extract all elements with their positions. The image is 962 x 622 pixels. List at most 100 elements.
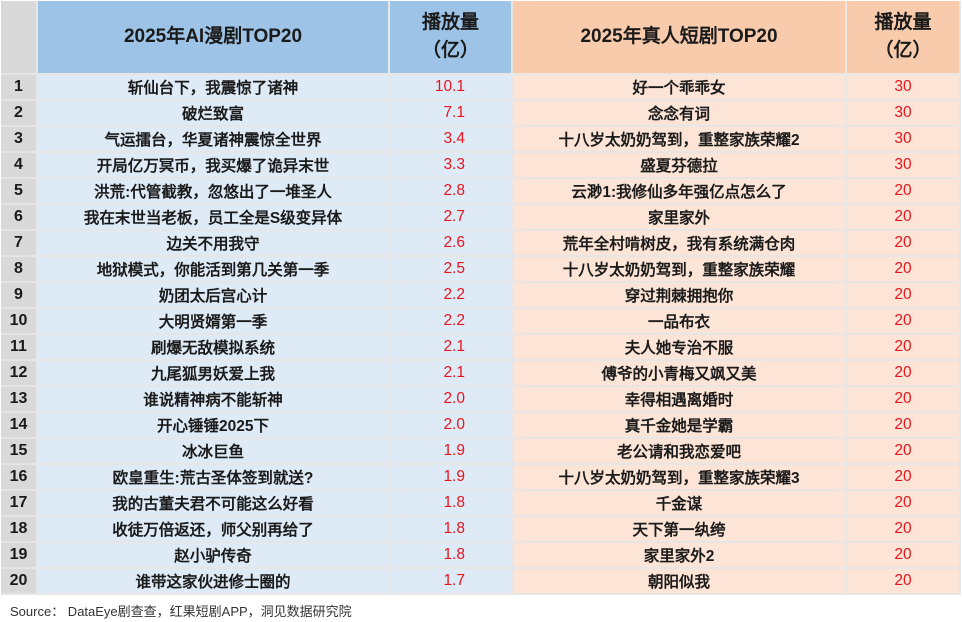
real-value-cell: 20 <box>847 517 961 543</box>
ai-title-cell: 奶团太后宫心计 <box>38 283 390 309</box>
ai-value-cell: 1.7 <box>390 569 513 595</box>
table-row: 19 赵小驴传奇 1.8 家里家外2 20 <box>1 543 961 569</box>
header-ai-title: 2025年AI漫剧TOP20 <box>38 1 390 75</box>
real-title-cell: 穿过荆棘拥抱你 <box>513 283 847 309</box>
ai-title-cell: 边关不用我守 <box>38 231 390 257</box>
ai-title-cell: 地狱模式，你能活到第几关第一季 <box>38 257 390 283</box>
table-row: 10 大明贤婿第一季 2.2 一品布衣 20 <box>1 309 961 335</box>
real-value-cell: 20 <box>847 413 961 439</box>
table-row: 12 九尾狐男妖爱上我 2.1 傅爷的小青梅又飒又美 20 <box>1 361 961 387</box>
table-header-row: 2025年AI漫剧TOP20 播放量 （亿） 2025年真人短剧TOP20 播放… <box>1 1 961 75</box>
real-value-cell: 30 <box>847 101 961 127</box>
ai-value-cell: 2.7 <box>390 205 513 231</box>
ai-value-cell: 3.3 <box>390 153 513 179</box>
real-value-cell: 20 <box>847 257 961 283</box>
table-row: 18 收徒万倍返还，师父别再给了 1.8 天下第一纨绔 20 <box>1 517 961 543</box>
ai-title-cell: 洪荒:代管截教，忽悠出了一堆圣人 <box>38 179 390 205</box>
header-ai-value-line1: 播放量 <box>421 12 479 33</box>
table-row: 8 地狱模式，你能活到第几关第一季 2.5 十八岁太奶奶驾到，重整家族荣耀 20 <box>1 257 961 283</box>
real-value-cell: 20 <box>847 309 961 335</box>
real-title-cell: 千金谋 <box>513 491 847 517</box>
ai-value-cell: 1.8 <box>390 543 513 569</box>
real-title-cell: 十八岁太奶奶驾到，重整家族荣耀3 <box>513 465 847 491</box>
ai-value-cell: 1.8 <box>390 517 513 543</box>
rank-cell: 1 <box>1 75 38 101</box>
table-row: 13 谁说精神病不能斩神 2.0 幸得相遇离婚时 20 <box>1 387 961 413</box>
rank-cell: 17 <box>1 491 38 517</box>
real-title-cell: 盛夏芬德拉 <box>513 153 847 179</box>
ai-value-cell: 2.8 <box>390 179 513 205</box>
table-row: 5 洪荒:代管截教，忽悠出了一堆圣人 2.8 云渺1:我修仙多年强亿点怎么了 20 <box>1 179 961 205</box>
real-title-cell: 朝阳似我 <box>513 569 847 595</box>
ai-value-cell: 2.2 <box>390 283 513 309</box>
table-body: 1 斩仙台下，我震惊了诸神 10.1 好一个乖乖女 30 2 破烂致富 7.1 念念有词 30 3 气… <box>1 75 961 595</box>
table-row: 2 破烂致富 7.1 念念有词 30 <box>1 101 961 127</box>
table-row: 16 欧皇重生:荒古圣体签到就送? 1.9 十八岁太奶奶驾到，重整家族荣耀3 20 <box>1 465 961 491</box>
real-title-cell: 傅爷的小青梅又飒又美 <box>513 361 847 387</box>
rank-cell: 13 <box>1 387 38 413</box>
real-value-cell: 20 <box>847 465 961 491</box>
rank-cell: 15 <box>1 439 38 465</box>
ai-title-cell: 谁带这家伙进修士圈的 <box>38 569 390 595</box>
real-title-cell: 十八岁太奶奶驾到，重整家族荣耀2 <box>513 127 847 153</box>
real-value-cell: 20 <box>847 335 961 361</box>
table-row: 17 我的古董夫君不可能这么好看 1.8 千金谋 20 <box>1 491 961 517</box>
ai-value-cell: 7.1 <box>390 101 513 127</box>
real-value-cell: 20 <box>847 231 961 257</box>
real-value-cell: 30 <box>847 153 961 179</box>
ai-value-cell: 1.9 <box>390 465 513 491</box>
ai-title-cell: 气运擂台，华夏诸神震惊全世界 <box>38 127 390 153</box>
rank-cell: 2 <box>1 101 38 127</box>
ai-title-cell: 刷爆无敌模拟系统 <box>38 335 390 361</box>
real-title-cell: 家里家外 <box>513 205 847 231</box>
ai-value-cell: 10.1 <box>390 75 513 101</box>
header-rank <box>1 1 38 75</box>
ai-title-cell: 开心锤锤2025下 <box>38 413 390 439</box>
table-row: 7 边关不用我守 2.6 荒年全村啃树皮，我有系统满仓肉 20 <box>1 231 961 257</box>
real-title-cell: 十八岁太奶奶驾到，重整家族荣耀 <box>513 257 847 283</box>
real-value-cell: 20 <box>847 569 961 595</box>
ai-title-cell: 破烂致富 <box>38 101 390 127</box>
ai-value-cell: 2.1 <box>390 361 513 387</box>
rank-cell: 18 <box>1 517 38 543</box>
real-value-cell: 20 <box>847 543 961 569</box>
table-row: 9 奶团太后宫心计 2.2 穿过荆棘拥抱你 20 <box>1 283 961 309</box>
ai-value-cell: 2.2 <box>390 309 513 335</box>
rank-cell: 5 <box>1 179 38 205</box>
real-title-cell: 夫人她专治不服 <box>513 335 847 361</box>
real-title-cell: 好一个乖乖女 <box>513 75 847 101</box>
header-real-value-line2: （亿） <box>874 40 932 61</box>
rank-cell: 3 <box>1 127 38 153</box>
real-value-cell: 30 <box>847 75 961 101</box>
ai-value-cell: 2.0 <box>390 413 513 439</box>
real-title-cell: 一品布衣 <box>513 309 847 335</box>
ai-title-cell: 谁说精神病不能斩神 <box>38 387 390 413</box>
table-row: 11 刷爆无敌模拟系统 2.1 夫人她专治不服 20 <box>1 335 961 361</box>
table-row: 4 开局亿万冥币，我买爆了诡异末世 3.3 盛夏芬德拉 30 <box>1 153 961 179</box>
top20-comparison-table: 2025年AI漫剧TOP20 播放量 （亿） 2025年真人短剧TOP20 播放… <box>1 1 961 595</box>
header-real-value-line1: 播放量 <box>874 12 932 33</box>
real-title-cell: 念念有词 <box>513 101 847 127</box>
real-title-cell: 荒年全村啃树皮，我有系统满仓肉 <box>513 231 847 257</box>
rank-cell: 14 <box>1 413 38 439</box>
table-row: 1 斩仙台下，我震惊了诸神 10.1 好一个乖乖女 30 <box>1 75 961 101</box>
ai-value-cell: 3.4 <box>390 127 513 153</box>
ai-title-cell: 欧皇重生:荒古圣体签到就送? <box>38 465 390 491</box>
rank-cell: 11 <box>1 335 38 361</box>
real-value-cell: 20 <box>847 205 961 231</box>
ai-title-cell: 开局亿万冥币，我买爆了诡异末世 <box>38 153 390 179</box>
real-value-cell: 20 <box>847 387 961 413</box>
header-real-title: 2025年真人短剧TOP20 <box>513 1 847 75</box>
ai-value-cell: 2.0 <box>390 387 513 413</box>
ai-title-cell: 九尾狐男妖爱上我 <box>38 361 390 387</box>
real-value-cell: 20 <box>847 283 961 309</box>
real-title-cell: 天下第一纨绔 <box>513 517 847 543</box>
ai-value-cell: 2.5 <box>390 257 513 283</box>
real-title-cell: 家里家外2 <box>513 543 847 569</box>
table-row: 20 谁带这家伙进修士圈的 1.7 朝阳似我 20 <box>1 569 961 595</box>
real-title-cell: 幸得相遇离婚时 <box>513 387 847 413</box>
real-value-cell: 20 <box>847 361 961 387</box>
ai-title-cell: 斩仙台下，我震惊了诸神 <box>38 75 390 101</box>
ai-value-cell: 1.8 <box>390 491 513 517</box>
